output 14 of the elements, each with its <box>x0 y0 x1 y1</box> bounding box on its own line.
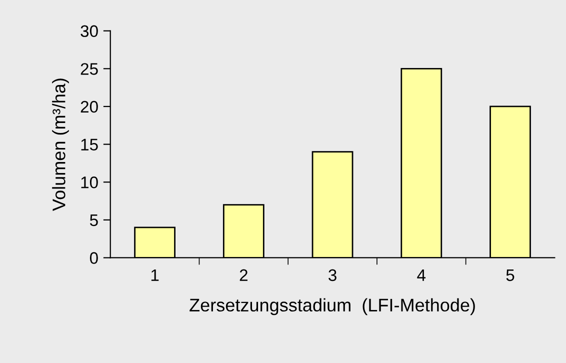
x-tick-label: 4 <box>417 269 426 281</box>
x-tick-label: 2 <box>240 269 248 281</box>
y-tick-label: 5 <box>90 214 98 226</box>
y-tick-label: 15 <box>81 138 98 150</box>
y-tick-label: 0 <box>90 252 98 264</box>
y-tick-label: 25 <box>80 63 98 75</box>
x-tick-label: 1 <box>151 269 159 281</box>
x-tick-label: 3 <box>328 269 336 282</box>
y-tick-label: 10 <box>81 176 98 188</box>
x-tick-label: 5 <box>506 269 514 282</box>
x-axis-title: Zersetzungsstadium (LFI-Methode) <box>190 298 475 316</box>
y-tick-label: 20 <box>80 100 98 113</box>
y-tick-label: 30 <box>80 25 98 38</box>
y-axis-title: Volumen (m³/ha) <box>52 78 69 211</box>
